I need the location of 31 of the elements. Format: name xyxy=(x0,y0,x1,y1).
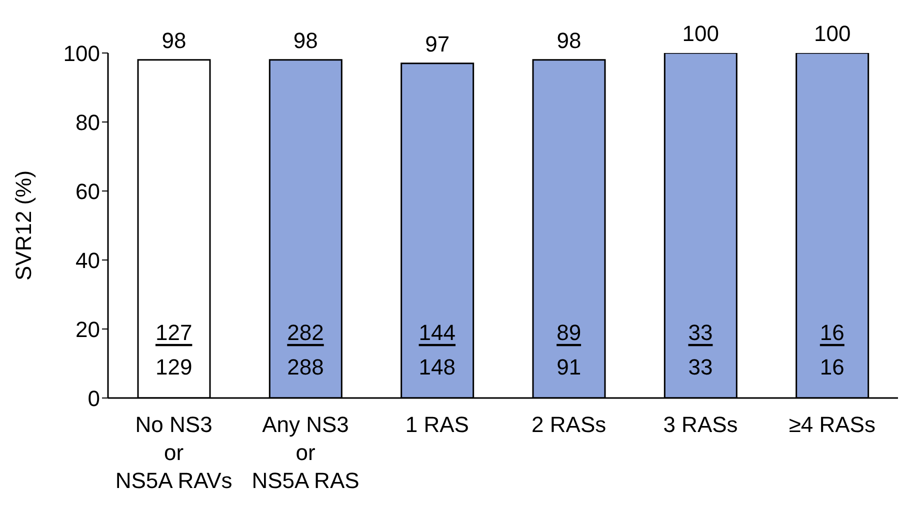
y-tick-label: 100 xyxy=(63,40,100,66)
x-tick-label: 2 RASs xyxy=(532,412,606,437)
annotation: 16 xyxy=(820,354,844,380)
annotation: 33 xyxy=(688,320,713,345)
y-tick-label: 80 xyxy=(76,110,100,135)
x-tick-label: Any NS3 or NS5A RAS xyxy=(252,412,360,493)
y-tick-label: 20 xyxy=(76,316,100,342)
data-label: 98 xyxy=(162,28,186,53)
x-tick-label: No NS3 or NS5A RAVs xyxy=(115,412,232,493)
annotation: 16 xyxy=(820,320,844,345)
data-label: 100 xyxy=(682,21,720,46)
data-label: 100 xyxy=(814,21,851,46)
annotation: 89 xyxy=(556,320,582,345)
y-axis-title: SVR12 (%) xyxy=(10,170,36,281)
annotation: 127 xyxy=(155,320,192,345)
annotation: 91 xyxy=(556,354,582,380)
x-tick-label: 3 RASs xyxy=(663,412,738,437)
annotation: 288 xyxy=(287,354,324,380)
annotation: 33 xyxy=(688,354,713,380)
data-label: 97 xyxy=(425,31,450,56)
x-tick-label: ≥4 RASs xyxy=(788,412,876,437)
annotation: 129 xyxy=(155,354,192,380)
data-label: 98 xyxy=(293,28,318,53)
y-tick-label: 40 xyxy=(76,248,100,273)
annotation: 282 xyxy=(287,320,324,345)
data-label: 98 xyxy=(556,28,582,53)
annotation: 148 xyxy=(418,354,456,380)
x-tick-label: 1 RAS xyxy=(405,412,469,437)
y-tick-label: 0 xyxy=(88,386,100,411)
annotation: 144 xyxy=(418,320,456,345)
y-tick-label: 60 xyxy=(76,178,100,204)
